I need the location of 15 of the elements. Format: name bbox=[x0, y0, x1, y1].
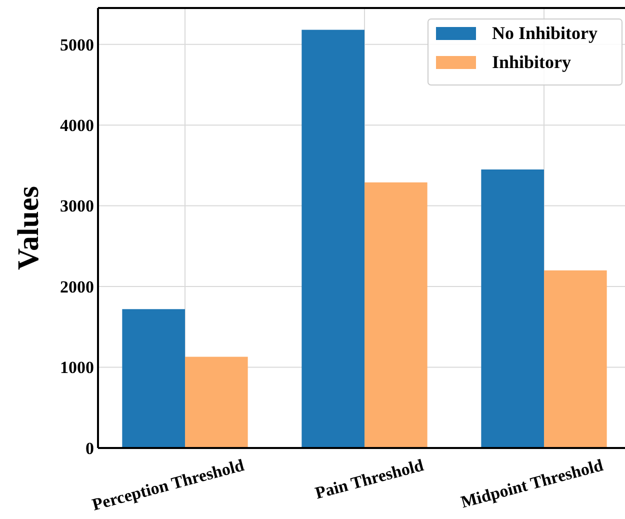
y-axis-title: Values bbox=[12, 186, 45, 270]
bar bbox=[364, 182, 428, 448]
bar bbox=[185, 356, 248, 448]
y-tick-label: 4000 bbox=[60, 116, 94, 136]
bar bbox=[544, 270, 607, 448]
y-tick-label: 3000 bbox=[60, 196, 94, 216]
y-tick-label: 5000 bbox=[60, 35, 94, 54]
y-tick-label: 0 bbox=[86, 438, 94, 458]
legend-label: No Inhibitory bbox=[492, 23, 598, 43]
y-tick-label: 2000 bbox=[60, 277, 94, 296]
bar bbox=[481, 169, 544, 448]
y-tick-label: 1000 bbox=[60, 358, 94, 378]
legend-label: Inhibitory bbox=[492, 52, 572, 72]
bar bbox=[122, 309, 185, 448]
bar bbox=[302, 30, 364, 448]
